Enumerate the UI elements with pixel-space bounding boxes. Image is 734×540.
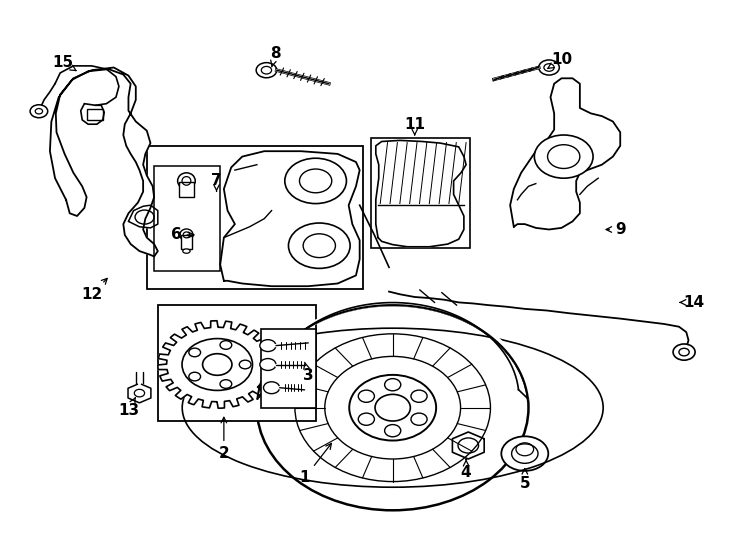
- Ellipse shape: [178, 173, 195, 189]
- Text: 10: 10: [548, 52, 572, 69]
- Ellipse shape: [385, 424, 401, 437]
- Ellipse shape: [358, 413, 374, 426]
- Circle shape: [220, 341, 232, 349]
- Polygon shape: [158, 321, 277, 408]
- Text: 3: 3: [303, 362, 313, 383]
- Bar: [147, 146, 363, 289]
- Circle shape: [539, 60, 559, 75]
- Circle shape: [534, 135, 593, 178]
- Bar: [154, 166, 220, 271]
- Text: 14: 14: [680, 295, 704, 310]
- Bar: [371, 138, 470, 248]
- Text: 12: 12: [81, 279, 107, 302]
- Circle shape: [285, 158, 346, 204]
- Text: 2: 2: [219, 417, 229, 461]
- Polygon shape: [452, 432, 484, 459]
- Text: 13: 13: [118, 397, 139, 418]
- Text: 4: 4: [461, 460, 471, 480]
- Text: 5: 5: [520, 469, 530, 491]
- Circle shape: [501, 436, 548, 471]
- Circle shape: [256, 63, 277, 78]
- Circle shape: [189, 348, 200, 357]
- Bar: [181, 235, 192, 249]
- Circle shape: [182, 339, 252, 390]
- Circle shape: [260, 340, 276, 352]
- Circle shape: [260, 359, 276, 370]
- Circle shape: [264, 382, 280, 394]
- Text: 11: 11: [404, 117, 425, 135]
- Ellipse shape: [349, 375, 436, 441]
- Circle shape: [30, 105, 48, 118]
- Ellipse shape: [411, 413, 427, 426]
- Circle shape: [189, 372, 200, 381]
- Polygon shape: [220, 151, 360, 286]
- Text: 7: 7: [211, 173, 222, 191]
- Bar: [261, 329, 316, 408]
- Text: 1: 1: [299, 443, 332, 485]
- Ellipse shape: [180, 229, 193, 241]
- Polygon shape: [128, 205, 158, 228]
- Circle shape: [673, 344, 695, 360]
- Text: 6: 6: [171, 227, 194, 242]
- Polygon shape: [81, 104, 104, 124]
- Bar: [87, 109, 103, 120]
- Ellipse shape: [385, 379, 401, 391]
- Ellipse shape: [257, 305, 528, 510]
- Ellipse shape: [358, 390, 374, 402]
- Text: 8: 8: [270, 46, 280, 67]
- Polygon shape: [128, 383, 151, 403]
- Polygon shape: [510, 78, 620, 230]
- Polygon shape: [376, 140, 466, 247]
- Circle shape: [203, 354, 232, 375]
- Circle shape: [239, 360, 251, 369]
- Bar: [158, 305, 316, 421]
- Text: 9: 9: [606, 222, 625, 237]
- Text: 15: 15: [52, 55, 76, 71]
- Bar: [179, 182, 194, 197]
- Ellipse shape: [411, 390, 427, 402]
- Polygon shape: [50, 68, 158, 256]
- Circle shape: [220, 380, 232, 388]
- Circle shape: [288, 223, 350, 268]
- Ellipse shape: [183, 249, 190, 253]
